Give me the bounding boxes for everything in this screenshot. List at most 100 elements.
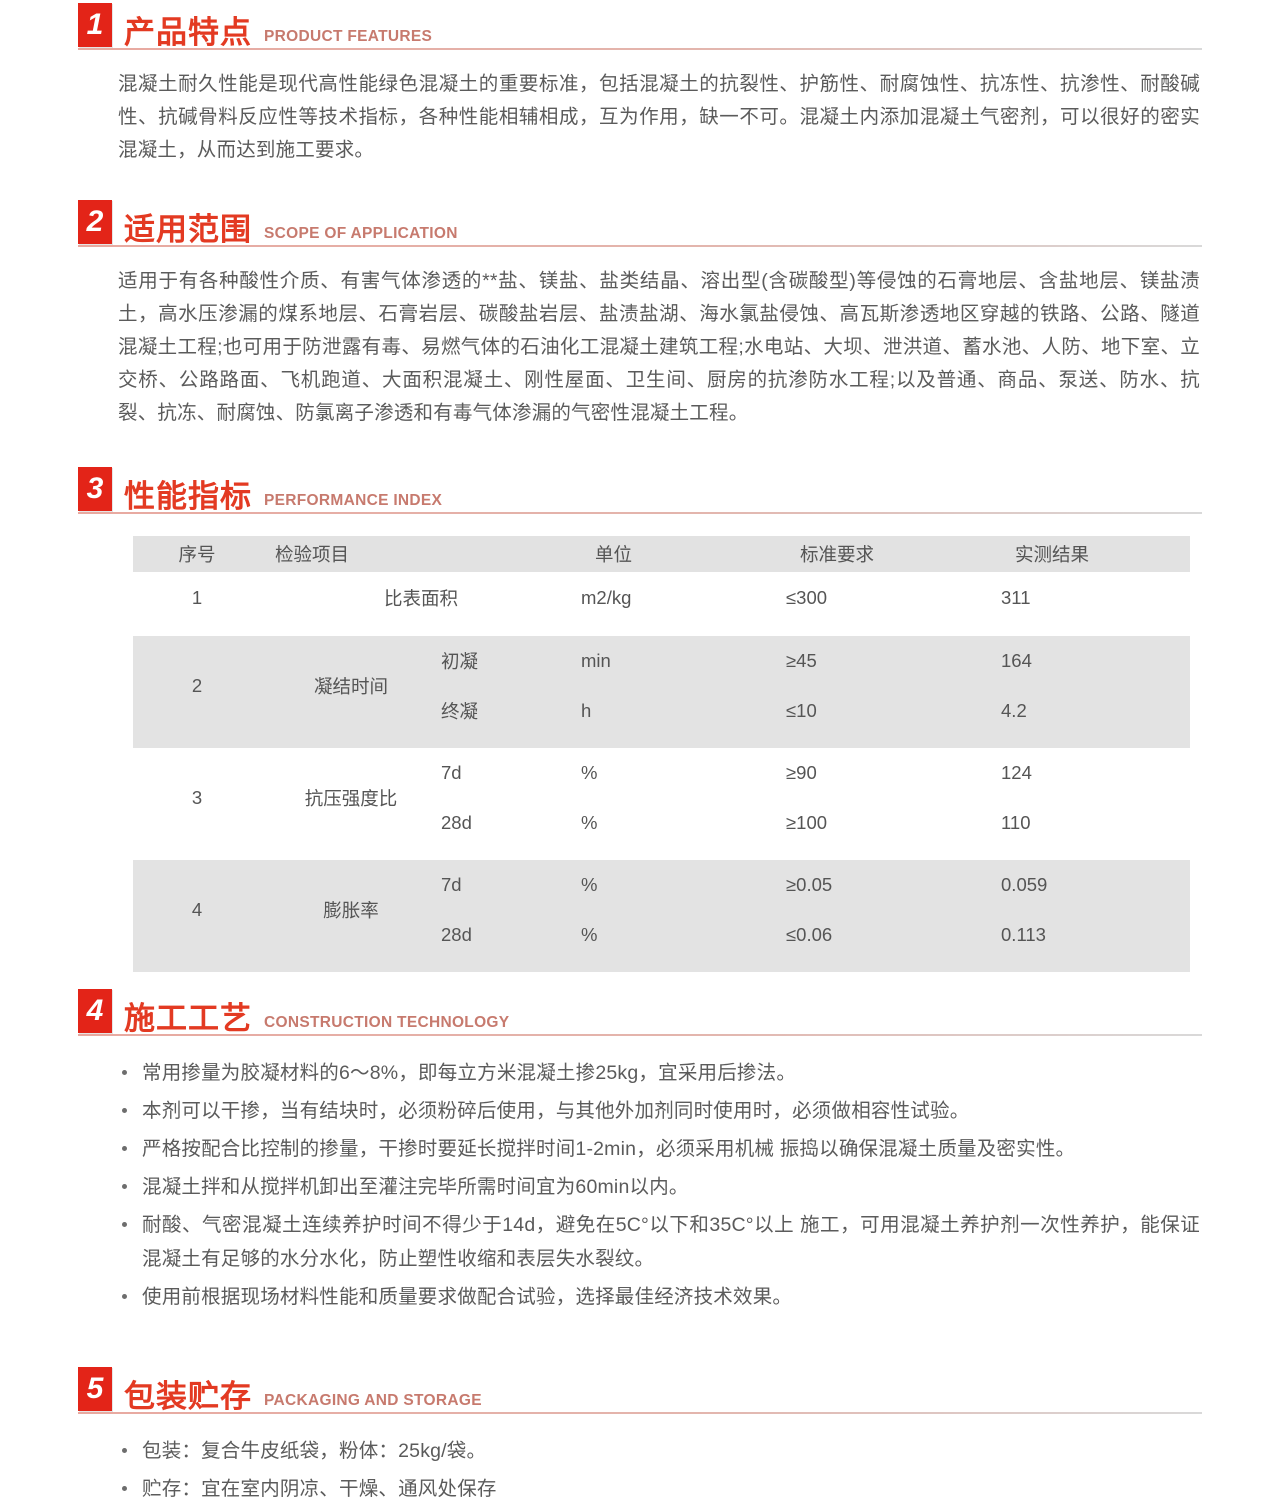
table-row: 终凝 h ≤10 4.2 xyxy=(133,686,1191,736)
cell-subitem: 7d xyxy=(441,860,582,910)
bullet-dot-icon xyxy=(122,1294,127,1299)
table-row: 4 膨胀率 7d % ≥0.05 0.059 xyxy=(133,860,1191,960)
list-item: 包装：复合牛皮纸袋，粉体：25kg/袋。 xyxy=(120,1434,1200,1468)
performance-table: 序号 检验项目 单位 标准要求 实测结果 1 比表面积 m2/kg ≤300 3… xyxy=(133,536,1191,972)
section-divider xyxy=(78,1412,1202,1414)
section-title-en: PERFORMANCE INDEX xyxy=(264,492,443,509)
spacer xyxy=(0,972,1280,986)
list-item-text: 耐酸、气密混凝土连续养护时间不得少于14d，避免在5C°以下和35C°以上 施工… xyxy=(142,1214,1200,1270)
list-item-text: 常用掺量为胶凝材料的6～8%，即每立方米混凝土掺25kg，宜采用后掺法。 xyxy=(142,1062,797,1084)
bullet-dot-icon xyxy=(122,1070,127,1075)
list-item: 使用前根据现场材料性能和质量要求做配合试验，选择最佳经济技术效果。 xyxy=(120,1280,1200,1314)
column-header-result: 实测结果 xyxy=(1001,536,1191,572)
bullet-dot-icon xyxy=(122,1486,127,1491)
bullet-dot-icon xyxy=(122,1448,127,1453)
bullet-list: 常用掺量为胶凝材料的6～8%，即每立方米混凝土掺25kg，宜采用后掺法。 本剂可… xyxy=(0,1040,1280,1314)
column-header-item: 检验项目 xyxy=(261,536,582,572)
list-item: 本剂可以干掺，当有结块时，必须粉碎后使用，与其他外加剂同时使用时，必须做相容性试… xyxy=(120,1094,1200,1128)
bullet-dot-icon xyxy=(122,1222,127,1227)
cell-result: 164 xyxy=(1001,636,1191,686)
section-title-cn: 产品特点 xyxy=(124,15,252,50)
cell-item: 比表面积 xyxy=(261,572,582,624)
cell-item: 膨胀率 xyxy=(261,860,441,960)
section-packaging-and-storage: 5 包装贮存 PACKAGING AND STORAGE 包装：复合牛皮纸袋，粉… xyxy=(0,1364,1280,1506)
section-title-cn: 性能指标 xyxy=(124,479,252,514)
section-header: 3 性能指标 PERFORMANCE INDEX xyxy=(0,464,1280,514)
table-spacer-row xyxy=(133,624,1191,636)
list-item: 常用掺量为胶凝材料的6～8%，即每立方米混凝土掺25kg，宜采用后掺法。 xyxy=(120,1056,1200,1090)
cell-result: 110 xyxy=(1001,798,1191,848)
spacer xyxy=(0,430,1280,464)
cell-result: 311 xyxy=(1001,572,1191,624)
table-row: 28d % ≥100 110 xyxy=(133,798,1191,848)
section-body: 混凝土耐久性能是现代高性能绿色混凝土的重要标准，包括混凝土的抗裂性、护筋性、耐腐… xyxy=(0,54,1280,167)
cell-subitem: 28d xyxy=(441,910,582,960)
section-header: 1 产品特点 PRODUCT FEATURES xyxy=(0,0,1280,50)
cell-unit: % xyxy=(581,860,787,910)
section-divider xyxy=(78,245,1202,247)
cell-subitem: 终凝 xyxy=(441,686,582,736)
column-header-index: 序号 xyxy=(133,536,261,572)
spacer xyxy=(0,1318,1280,1364)
cell-unit: % xyxy=(581,910,787,960)
cell-result: 0.113 xyxy=(1001,910,1191,960)
section-number-badge: 3 xyxy=(78,467,112,511)
section-title-en: CONSTRUCTION TECHNOLOGY xyxy=(264,1014,510,1031)
section-title-cn: 包装贮存 xyxy=(124,1379,252,1414)
section-title-en: PRODUCT FEATURES xyxy=(264,28,433,45)
cell-result: 4.2 xyxy=(1001,686,1191,736)
cell-item: 凝结时间 xyxy=(261,636,441,736)
paragraph: 适用于有各种酸性介质、有害气体渗透的**盐、镁盐、盐类结晶、溶出型(含碳酸型)等… xyxy=(118,270,1200,424)
section-title-cn: 适用范围 xyxy=(124,212,252,247)
cell-standard: ≤10 xyxy=(786,686,1002,736)
list-item-text: 贮存：宜在室内阴凉、干燥、通风处保存 xyxy=(142,1478,497,1500)
section-product-features: 1 产品特点 PRODUCT FEATURES 混凝土耐久性能是现代高性能绿色混… xyxy=(0,0,1280,167)
cell-item: 抗压强度比 xyxy=(261,748,441,848)
cell-unit: min xyxy=(581,636,787,686)
section-body: 适用于有各种酸性介质、有害气体渗透的**盐、镁盐、盐类结晶、溶出型(含碳酸型)等… xyxy=(0,251,1280,430)
cell-unit: % xyxy=(581,748,787,798)
bullet-dot-icon xyxy=(122,1146,127,1151)
cell-result: 0.059 xyxy=(1001,860,1191,910)
bullet-dot-icon xyxy=(122,1184,127,1189)
table-header-row: 序号 检验项目 单位 标准要求 实测结果 xyxy=(133,536,1191,572)
list-item: 耐酸、气密混凝土连续养护时间不得少于14d，避免在5C°以下和35C°以上 施工… xyxy=(120,1208,1200,1276)
table-row: 28d % ≤0.06 0.113 xyxy=(133,910,1191,960)
table-row: 3 抗压强度比 7d % ≥90 124 xyxy=(133,748,1191,848)
cell-standard: ≥45 xyxy=(786,636,1002,686)
cell-subitem: 初凝 xyxy=(441,636,582,686)
cell-unit: m2/kg xyxy=(581,572,787,624)
table-row: 1 比表面积 m2/kg ≤300 311 xyxy=(133,572,1191,624)
spacer xyxy=(0,167,1280,197)
cell-standard: ≤0.06 xyxy=(786,910,1002,960)
list-item-text: 本剂可以干掺，当有结块时，必须粉碎后使用，与其他外加剂同时使用时，必须做相容性试… xyxy=(142,1100,970,1122)
cell-index: 3 xyxy=(133,748,261,848)
section-divider xyxy=(78,512,1202,514)
section-divider xyxy=(78,48,1202,50)
section-title-en: PACKAGING AND STORAGE xyxy=(264,1392,482,1409)
list-item: 贮存：宜在室内阴凉、干燥、通风处保存 xyxy=(120,1472,1200,1506)
section-performance-index: 3 性能指标 PERFORMANCE INDEX 序号 检验项目 单位 标准要求… xyxy=(0,464,1280,972)
cell-index: 1 xyxy=(133,572,261,624)
table-spacer-row xyxy=(133,848,1191,860)
cell-index: 4 xyxy=(133,860,261,960)
cell-standard: ≤300 xyxy=(786,572,1002,624)
cell-subitem: 28d xyxy=(441,798,582,848)
section-title-en: SCOPE OF APPLICATION xyxy=(264,225,458,242)
bullet-dot-icon xyxy=(122,1108,127,1113)
section-number-badge: 1 xyxy=(78,3,112,47)
cell-index: 2 xyxy=(133,636,261,736)
section-number-badge: 4 xyxy=(78,989,112,1033)
cell-unit: % xyxy=(581,798,787,848)
cell-unit: h xyxy=(581,686,787,736)
cell-standard: ≥0.05 xyxy=(786,860,1002,910)
cell-result: 124 xyxy=(1001,748,1191,798)
section-divider xyxy=(78,1034,1202,1036)
section-header: 5 包装贮存 PACKAGING AND STORAGE xyxy=(0,1364,1280,1414)
section-construction-technology: 4 施工工艺 CONSTRUCTION TECHNOLOGY 常用掺量为胶凝材料… xyxy=(0,986,1280,1314)
section-header: 2 适用范围 SCOPE OF APPLICATION xyxy=(0,197,1280,247)
cell-subitem: 7d xyxy=(441,748,582,798)
column-header-unit: 单位 xyxy=(581,536,787,572)
column-header-standard: 标准要求 xyxy=(786,536,1002,572)
